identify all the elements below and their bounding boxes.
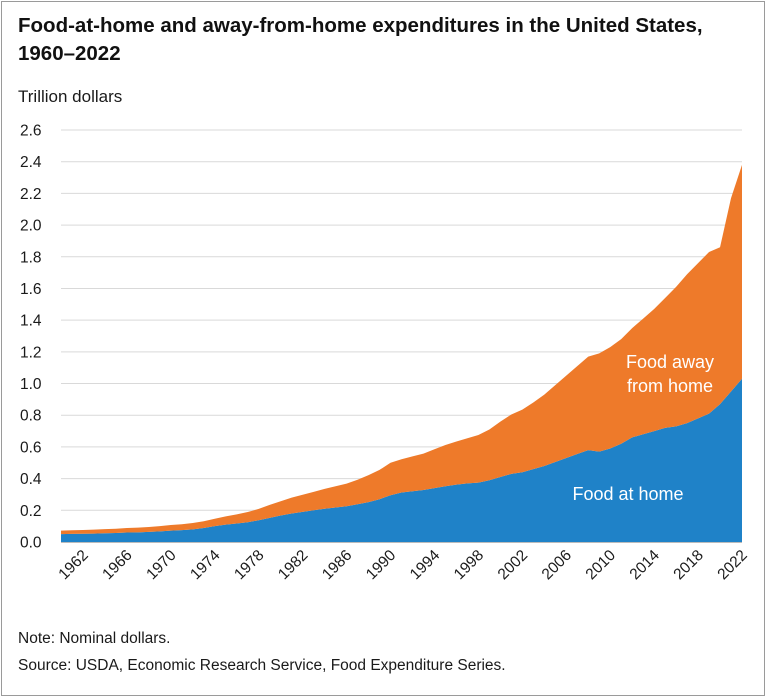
x-tick-label: 1986 bbox=[319, 547, 355, 583]
y-tick-label: 0.2 bbox=[20, 503, 42, 520]
y-tick-label: 1.8 bbox=[20, 249, 42, 266]
y-tick-label: 0.8 bbox=[20, 408, 42, 425]
area-food-away-from-home bbox=[61, 164, 742, 535]
y-tick-label: 0.0 bbox=[20, 535, 42, 552]
x-tick-label: 2014 bbox=[627, 547, 664, 584]
area-food-at-home bbox=[61, 378, 742, 542]
y-tick-label: 2.6 bbox=[20, 123, 42, 140]
x-tick-label: 2018 bbox=[670, 547, 706, 583]
y-tick-label: 1.6 bbox=[20, 281, 42, 298]
y-tick-label: 2.2 bbox=[20, 186, 42, 203]
x-tick-label: 1998 bbox=[451, 547, 487, 583]
y-tick-label: 1.4 bbox=[20, 313, 42, 330]
x-tick-label: 2002 bbox=[495, 547, 531, 583]
x-tick-label: 2010 bbox=[583, 547, 620, 584]
x-tick-label: 1962 bbox=[55, 547, 91, 583]
x-tick-label: 1966 bbox=[99, 547, 135, 583]
x-tick-label: 1982 bbox=[275, 547, 311, 583]
x-tick-label: 1970 bbox=[143, 547, 180, 584]
y-axis-unit-label: Trillion dollars bbox=[18, 87, 123, 106]
chart-title: Food-at-home and away-from-home expendit… bbox=[18, 14, 703, 65]
x-tick-labels: 1962 1966 1970 1974 1978 1982 1986 1990 1994 1998… bbox=[55, 547, 750, 584]
label-food-at-home: Food at home bbox=[572, 484, 683, 504]
x-tick-label: 1994 bbox=[407, 547, 444, 584]
areas bbox=[61, 164, 742, 542]
y-tick-label: 0.4 bbox=[20, 471, 42, 488]
x-tick-label: 1978 bbox=[231, 547, 267, 583]
area-labels: Food at home Food away from home bbox=[572, 352, 714, 504]
y-tick-labels: 0.0 0.2 0.4 0.6 0.8 1.0 1.2 1.4 1.6 1.8 2.0 2.2 2.4 2… bbox=[20, 123, 42, 552]
x-tick-label: 1990 bbox=[363, 547, 400, 584]
x-tick-label: 1974 bbox=[187, 547, 224, 584]
y-tick-label: 2.4 bbox=[20, 154, 42, 171]
note-text: Note: Nominal dollars. bbox=[18, 630, 171, 647]
y-tick-label: 1.0 bbox=[20, 376, 42, 393]
source-text: Source: USDA, Economic Research Service,… bbox=[18, 657, 506, 674]
label-food-away-from-home: Food away bbox=[626, 352, 714, 372]
y-tick-label: 1.2 bbox=[20, 344, 42, 361]
y-tick-label: 2.0 bbox=[20, 218, 42, 235]
x-tick-label: 2022 bbox=[714, 547, 750, 583]
label-food-away-from-home: from home bbox=[627, 376, 713, 396]
x-tick-label: 2006 bbox=[539, 547, 575, 583]
y-tick-label: 0.6 bbox=[20, 439, 42, 456]
